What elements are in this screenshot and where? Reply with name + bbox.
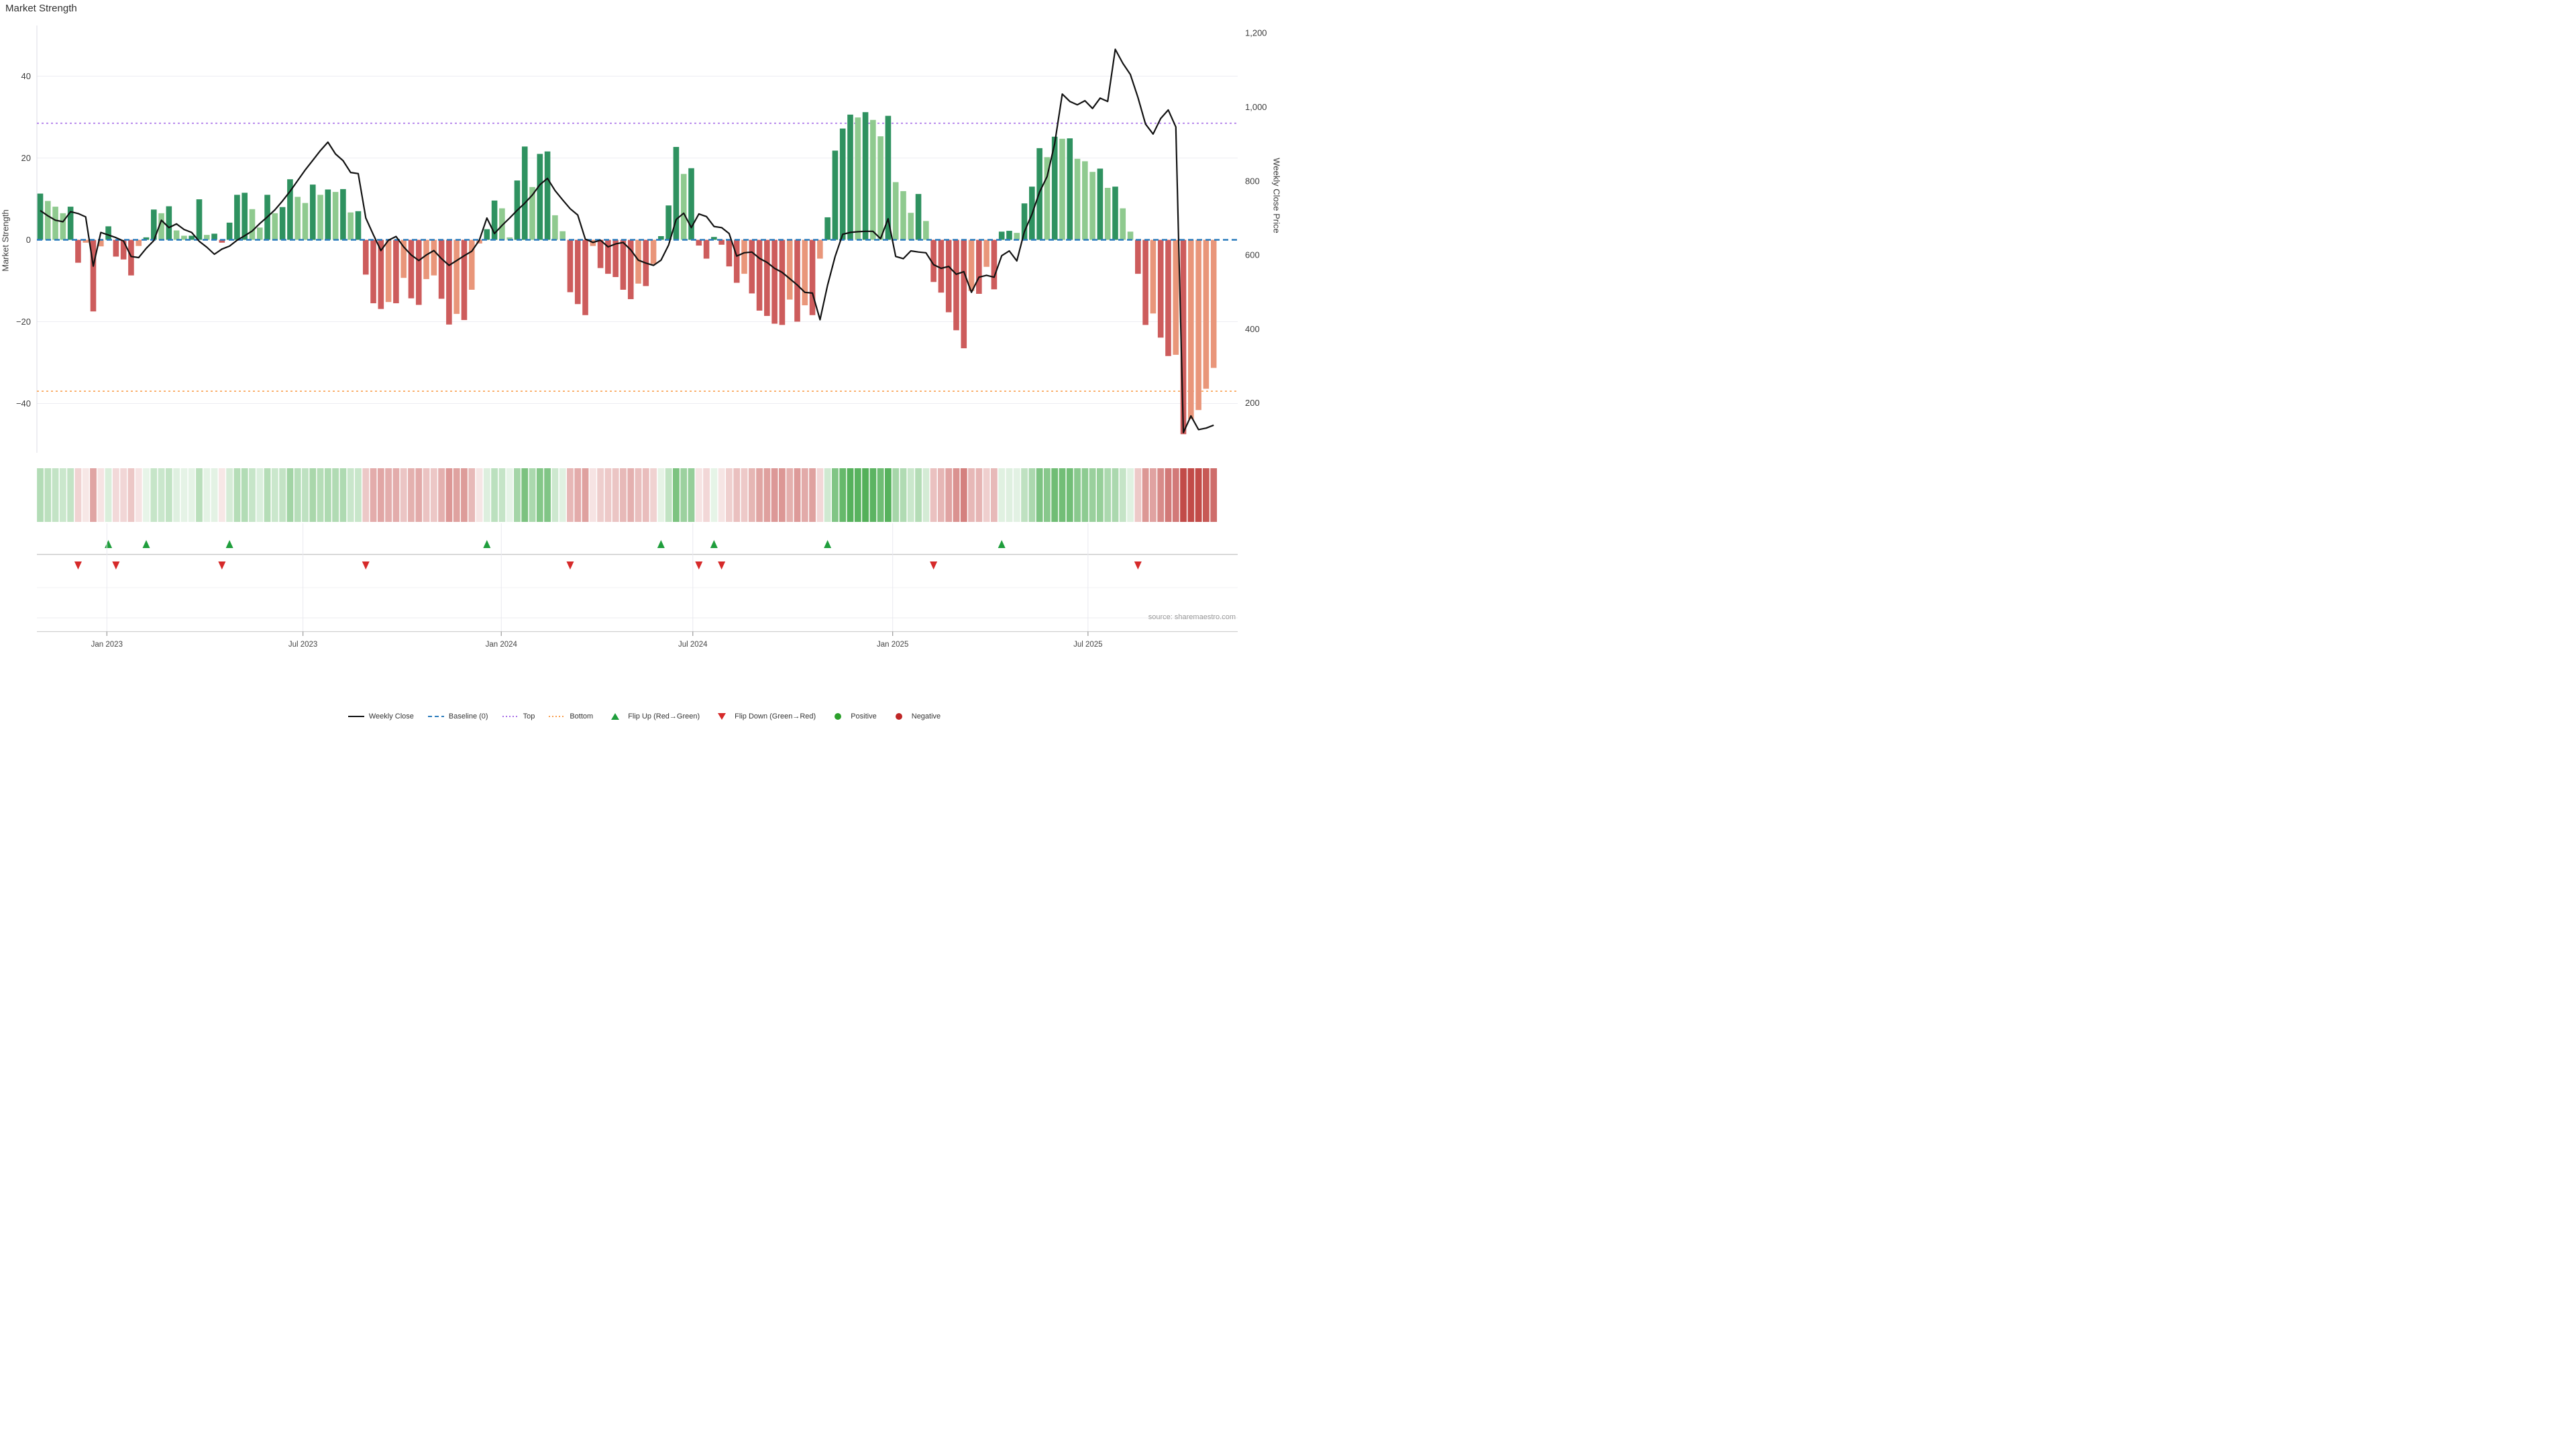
legend-label: Negative bbox=[911, 712, 941, 720]
svg-text:Jul 2024: Jul 2024 bbox=[678, 641, 708, 649]
svg-text:Jan 2024: Jan 2024 bbox=[486, 641, 518, 649]
flip-down-icon bbox=[695, 561, 703, 570]
flip-down-legend-icon bbox=[718, 713, 727, 720]
svg-text:20: 20 bbox=[21, 153, 31, 163]
svg-text:−40: −40 bbox=[16, 398, 31, 409]
bottom-legend-icon bbox=[549, 716, 566, 717]
flip-up-icon bbox=[824, 540, 832, 548]
legend-label: Flip Down (Green→Red) bbox=[735, 712, 816, 720]
flip-down-icon bbox=[718, 561, 726, 570]
svg-text:800: 800 bbox=[1245, 176, 1260, 186]
legend-label: Positive bbox=[851, 712, 877, 720]
flip-up-icon bbox=[142, 540, 150, 548]
flip-up-icon bbox=[657, 540, 665, 548]
positive-legend-icon bbox=[835, 713, 842, 720]
svg-text:−20: −20 bbox=[16, 317, 31, 327]
negative-legend-icon bbox=[895, 713, 902, 720]
svg-text:Jul 2025: Jul 2025 bbox=[1073, 641, 1102, 649]
flip-up-icon bbox=[998, 540, 1006, 548]
flip-down-icon bbox=[362, 561, 370, 570]
legend-item-weekly-close: Weekly Close bbox=[347, 712, 414, 720]
legend-item-flip-up: Flip Up (Red→Green) bbox=[606, 712, 700, 720]
svg-text:Jul 2023: Jul 2023 bbox=[288, 641, 317, 649]
legend-item-baseline: Baseline (0) bbox=[427, 712, 488, 720]
right-axis-title: Weekly Close Price bbox=[1271, 158, 1282, 233]
strength-bars bbox=[37, 112, 1217, 435]
svg-text:400: 400 bbox=[1245, 324, 1260, 334]
flip-down-icon bbox=[1134, 561, 1142, 570]
flip-up-icon bbox=[225, 540, 233, 548]
flip-up-markers bbox=[105, 540, 1006, 548]
legend-item-positive: Positive bbox=[829, 712, 877, 720]
flip-down-icon bbox=[218, 561, 226, 570]
baseline-legend-icon bbox=[427, 716, 444, 717]
legend-label: Weekly Close bbox=[368, 712, 414, 720]
chart-legend: Weekly Close Baseline (0) Top Bottom Flip Up… bbox=[0, 712, 1288, 720]
date-gridlines bbox=[106, 523, 1089, 636]
flip-down-icon bbox=[930, 561, 938, 570]
source-credit: source: sharemaestro.com bbox=[1148, 613, 1236, 621]
legend-label: Top bbox=[523, 712, 535, 720]
svg-text:Jan 2025: Jan 2025 bbox=[877, 641, 908, 649]
svg-text:Jan 2023: Jan 2023 bbox=[91, 641, 123, 649]
legend-label: Flip Up (Red→Green) bbox=[628, 712, 700, 720]
flip-up-icon bbox=[710, 540, 718, 548]
svg-text:0: 0 bbox=[26, 235, 31, 245]
legend-item-negative: Negative bbox=[890, 712, 941, 720]
left-axis-title: Market Strength bbox=[0, 209, 11, 272]
svg-text:1,000: 1,000 bbox=[1245, 102, 1267, 112]
svg-text:1,200: 1,200 bbox=[1245, 28, 1267, 38]
top-legend-icon bbox=[502, 716, 519, 717]
legend-label: Baseline (0) bbox=[448, 712, 488, 720]
flip-down-icon bbox=[74, 561, 82, 570]
legend-item-flip-down: Flip Down (Green→Red) bbox=[713, 712, 816, 720]
weekly-close-legend-icon bbox=[347, 716, 364, 717]
flip-down-icon bbox=[566, 561, 574, 570]
svg-text:40: 40 bbox=[21, 71, 31, 81]
flip-up-legend-icon bbox=[611, 713, 620, 720]
market-strength-dashboard: 40 20 0 −20 −40 1,200 1,000 800 600 400 200 Jan 202… bbox=[0, 0, 1288, 724]
legend-label: Bottom bbox=[570, 712, 594, 720]
strength-heatmap-strip bbox=[37, 468, 1218, 522]
flip-down-icon bbox=[112, 561, 120, 570]
flip-up-icon bbox=[105, 540, 113, 548]
legend-item-top: Top bbox=[502, 712, 535, 720]
legend-item-bottom: Bottom bbox=[548, 712, 593, 720]
page-title: Market Strength bbox=[5, 3, 77, 14]
flip-up-icon bbox=[483, 540, 491, 548]
weekly-close-line bbox=[40, 48, 1214, 433]
svg-text:200: 200 bbox=[1245, 398, 1260, 408]
svg-text:600: 600 bbox=[1245, 250, 1260, 260]
flip-down-markers bbox=[74, 561, 1142, 570]
